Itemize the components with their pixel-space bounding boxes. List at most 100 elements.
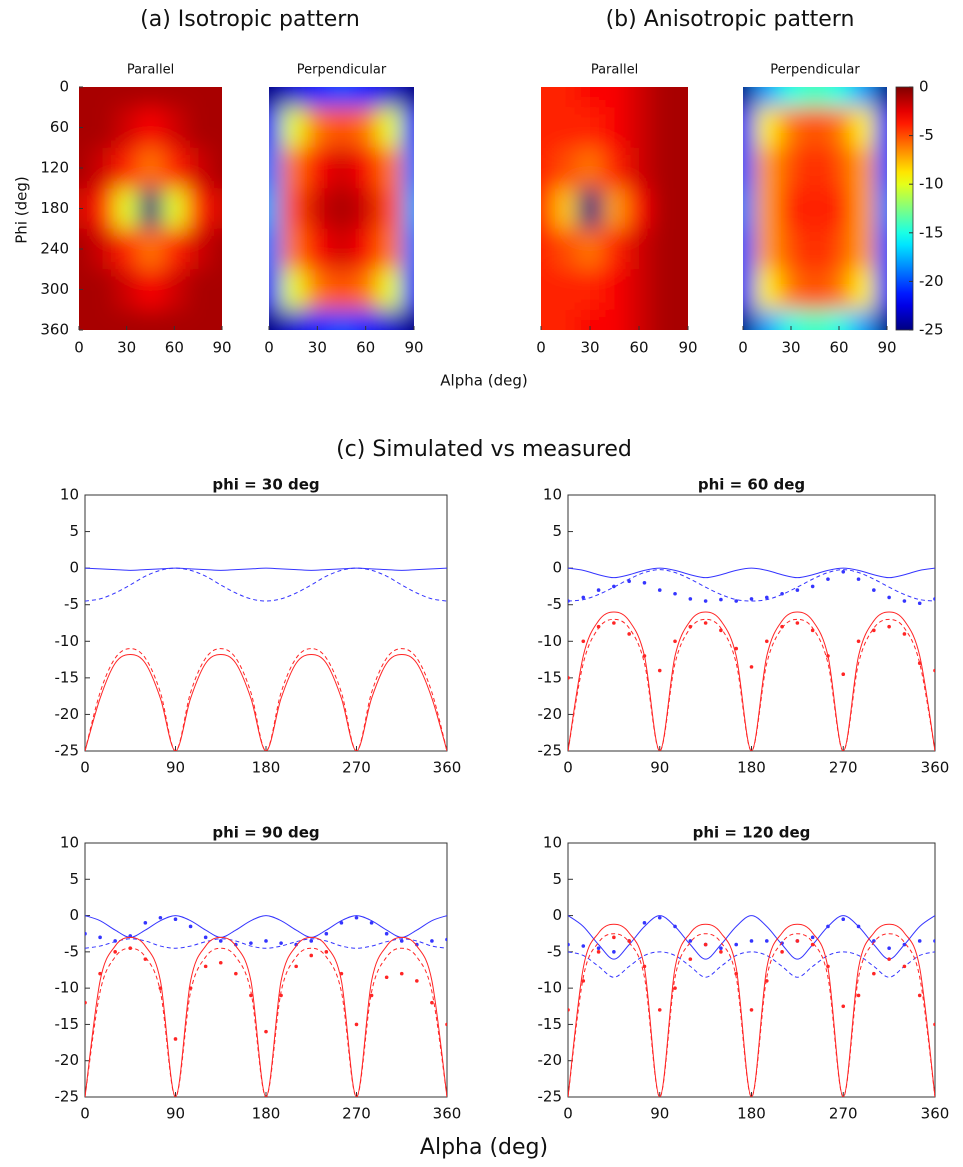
y-tick-label: 5 — [552, 522, 562, 540]
data-point — [369, 993, 374, 998]
data-point — [688, 624, 693, 629]
data-point — [734, 599, 739, 603]
heatmap-cell — [162, 87, 187, 108]
heatmap-cell — [377, 188, 403, 230]
heatmap-cell — [755, 107, 780, 149]
heatmap-cell — [79, 309, 92, 330]
x-tick-label: 90 — [166, 1105, 185, 1123]
heatmap-cell — [743, 228, 756, 270]
colorbar-tick-label: -20 — [919, 272, 944, 290]
heatmap-cell — [269, 228, 282, 270]
heatmap-cell — [162, 269, 187, 311]
heatmap-cell — [875, 188, 887, 230]
subplot-title: Perpendicular — [297, 63, 387, 78]
heatmap-cell — [851, 87, 876, 108]
plot-area — [84, 494, 448, 752]
series-line — [568, 567, 935, 579]
heatmap-cell — [138, 269, 163, 311]
data-point — [384, 931, 389, 936]
heatmap-cell — [269, 309, 282, 330]
data-point — [734, 646, 739, 651]
heatmap-cell — [803, 228, 828, 270]
data-point — [902, 599, 907, 603]
data-point — [234, 971, 238, 976]
y-tick-label: -5 — [64, 595, 79, 613]
heatmap-cell — [827, 188, 852, 230]
data-point — [568, 676, 570, 680]
y-tick-label: -20 — [55, 1051, 80, 1069]
heatmap-cell — [851, 228, 876, 270]
data-point — [445, 1022, 447, 1027]
heatmap-cell — [353, 107, 379, 149]
heatmap-cell — [541, 269, 554, 311]
x-axis-label: Alpha (deg) — [440, 372, 527, 390]
data-point — [128, 934, 133, 938]
data-point — [279, 993, 283, 998]
heatmap-cell — [210, 228, 222, 270]
data-point — [826, 964, 830, 969]
data-point — [902, 942, 907, 947]
data-point — [841, 1004, 846, 1009]
x-tick-label: 90 — [877, 339, 896, 357]
data-point — [887, 595, 891, 600]
data-point — [309, 939, 314, 943]
heatmap-cell — [269, 147, 282, 189]
heatmap-cell — [79, 87, 92, 108]
data-point — [872, 971, 876, 976]
heatmap-cell — [851, 188, 876, 230]
data-point — [596, 588, 601, 592]
heatmap-cell — [651, 309, 677, 330]
data-point — [203, 935, 208, 940]
heatmap-cell — [827, 107, 852, 149]
data-point — [85, 931, 87, 936]
data-point — [703, 599, 708, 603]
data-point — [218, 939, 223, 943]
data-point — [719, 946, 723, 951]
heatmap-cell — [755, 309, 780, 330]
data-point — [203, 964, 208, 969]
data-point — [764, 595, 769, 600]
data-point — [780, 591, 784, 596]
x-tick-label: 360 — [433, 759, 462, 777]
heatmap-cell — [553, 107, 579, 149]
x-tick-label: 60 — [629, 339, 648, 357]
x-tick-label: 90 — [650, 1105, 669, 1123]
heatmap-cell — [743, 188, 756, 230]
plot-area — [84, 842, 448, 1098]
data-point — [612, 584, 616, 589]
x-tick-label: 360 — [433, 1105, 462, 1123]
heatmap-cell — [353, 188, 379, 230]
heatmap — [269, 87, 414, 330]
heatmap-cell — [541, 107, 554, 149]
heatmap-cell — [875, 309, 887, 330]
heatmap-cell — [114, 269, 140, 311]
y-tick-label: 0 — [59, 78, 69, 96]
data-point — [596, 946, 601, 951]
data-point — [749, 1008, 754, 1012]
heatmap-cell — [329, 188, 355, 230]
heatmap-cell — [269, 188, 282, 230]
data-point — [902, 632, 907, 636]
data-point — [841, 672, 846, 676]
heatmap-cell — [210, 147, 222, 189]
heatmap-cell — [269, 107, 282, 149]
heatmap-cell — [90, 107, 116, 149]
data-point — [780, 950, 784, 954]
data-point — [917, 939, 922, 943]
data-point — [369, 921, 374, 925]
y-tick-label: 10 — [60, 834, 79, 852]
heatmap-cell — [626, 188, 652, 230]
heatmap-cell — [186, 269, 211, 311]
x-tick-label: 90 — [166, 759, 185, 777]
y-tick-label: 0 — [69, 559, 79, 577]
y-tick-label: 10 — [543, 834, 562, 852]
heatmap-cell — [138, 87, 163, 108]
series-line — [568, 611, 935, 751]
y-tick-label: -10 — [55, 632, 80, 650]
data-point — [415, 979, 419, 983]
y-tick-label: 10 — [543, 486, 562, 504]
heatmap-cell — [875, 228, 887, 270]
heatmap-cell — [755, 87, 780, 108]
data-point — [749, 939, 754, 943]
data-point — [856, 924, 861, 929]
